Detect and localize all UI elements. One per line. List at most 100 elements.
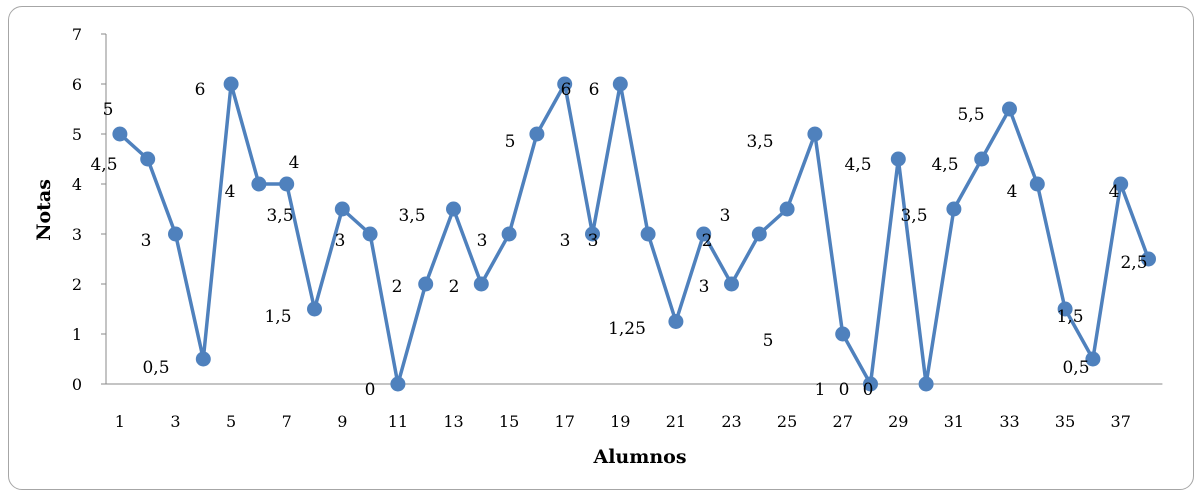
data-label: 3,5 xyxy=(900,206,927,226)
data-point xyxy=(473,276,489,292)
y-axis-title: Notas xyxy=(33,179,55,241)
data-point xyxy=(1057,301,1073,317)
y-tick-label: 7 xyxy=(72,25,82,44)
data-label: 0 xyxy=(839,380,850,400)
y-tick-label: 6 xyxy=(72,75,82,94)
data-point xyxy=(779,201,795,217)
data-point xyxy=(557,76,573,92)
data-label: 0,5 xyxy=(1062,358,1089,378)
data-point xyxy=(1002,101,1017,117)
data-label: 0,5 xyxy=(142,358,169,378)
data-point xyxy=(918,376,934,392)
x-tick-label: 3 xyxy=(170,412,180,431)
data-label: 3 xyxy=(477,231,488,251)
data-point xyxy=(140,151,156,167)
data-point xyxy=(362,226,378,242)
data-label: 1 xyxy=(815,380,826,400)
x-tick-label: 23 xyxy=(721,412,741,431)
data-label: 2 xyxy=(702,231,713,251)
data-point xyxy=(612,76,628,92)
x-tick-label: 29 xyxy=(888,412,908,431)
data-label: 6 xyxy=(589,80,600,100)
data-point xyxy=(863,376,878,392)
x-tick-label: 9 xyxy=(337,412,347,431)
y-tick-label: 2 xyxy=(72,275,82,294)
data-label: 0 xyxy=(863,380,874,400)
data-point xyxy=(1113,176,1129,192)
data-label: 4 xyxy=(225,182,236,202)
axes xyxy=(105,34,1163,385)
data-label: 0 xyxy=(365,380,376,400)
data-point xyxy=(1085,351,1101,367)
x-axis-ticks: 1 3 5 7 9 11 13 15 17 19 21 23 25 27 29 31 33 35 37 xyxy=(115,412,1131,431)
x-tick-label: 37 xyxy=(1111,412,1131,431)
data-label: 4 xyxy=(1007,182,1018,202)
data-point xyxy=(112,126,128,142)
data-point xyxy=(974,151,990,167)
data-label: 1,25 xyxy=(608,319,646,339)
x-tick-label: 17 xyxy=(555,412,575,431)
data-label: 5 xyxy=(505,132,516,152)
x-tick-label: 19 xyxy=(610,412,630,431)
data-label: 2,5 xyxy=(1120,253,1147,273)
data-point xyxy=(696,226,712,242)
data-label: 1,5 xyxy=(264,307,291,327)
data-label: 3,5 xyxy=(398,206,425,226)
series-line xyxy=(118,82,1151,386)
data-point xyxy=(195,351,211,367)
data-label: 3 xyxy=(141,231,152,251)
data-point xyxy=(890,151,906,167)
data-label: 4 xyxy=(289,153,300,173)
data-point xyxy=(807,126,823,142)
data-label: 3 xyxy=(335,231,346,251)
data-point xyxy=(251,176,267,192)
y-axis-ticks: 0 1 2 3 4 5 6 7 xyxy=(72,25,106,394)
data-point xyxy=(418,276,434,292)
x-tick-label: 25 xyxy=(777,412,797,431)
x-tick-label: 35 xyxy=(1055,412,1075,431)
data-label: 3 xyxy=(588,231,599,251)
data-point xyxy=(529,126,545,142)
data-point xyxy=(501,226,517,242)
y-tick-label: 3 xyxy=(72,225,82,244)
data-label: 4,5 xyxy=(931,155,958,175)
x-tick-label: 33 xyxy=(999,412,1019,431)
data-label: 3 xyxy=(699,277,710,297)
x-tick-label: 11 xyxy=(388,412,408,431)
x-tick-label: 31 xyxy=(944,412,964,431)
data-point xyxy=(946,201,962,217)
data-label: 2 xyxy=(449,277,460,297)
data-point xyxy=(390,376,406,392)
data-label: 4,5 xyxy=(844,155,871,175)
data-point xyxy=(168,226,183,242)
data-point xyxy=(307,301,322,317)
data-label: 5 xyxy=(103,100,114,120)
data-label: 5,5 xyxy=(957,105,984,125)
data-point xyxy=(835,326,851,342)
data-label: 2 xyxy=(392,277,403,297)
data-label: 4,5 xyxy=(90,155,117,175)
data-label: 5 xyxy=(763,331,774,351)
x-tick-label: 5 xyxy=(226,412,236,431)
data-label: 1,5 xyxy=(1056,307,1083,327)
data-label: 3 xyxy=(720,206,731,226)
data-label: 6 xyxy=(195,80,206,100)
data-label: 6 xyxy=(561,80,572,100)
y-tick-label: 5 xyxy=(72,125,82,144)
y-tick-label: 0 xyxy=(72,375,82,394)
data-label: 3,5 xyxy=(746,132,773,152)
x-tick-label: 13 xyxy=(443,412,463,431)
data-point xyxy=(334,201,350,217)
data-point xyxy=(585,226,600,242)
data-labels: 54,530,56441,53,53023,523563631,253233,5… xyxy=(90,80,1147,400)
data-point xyxy=(223,76,239,92)
data-label: 3,5 xyxy=(266,206,293,226)
data-point xyxy=(1029,176,1045,192)
data-point xyxy=(724,276,739,292)
data-point xyxy=(668,314,684,329)
data-label: 3 xyxy=(560,231,571,251)
data-point xyxy=(1141,251,1156,267)
data-points xyxy=(112,76,1156,392)
chart-frame xyxy=(8,6,1194,490)
